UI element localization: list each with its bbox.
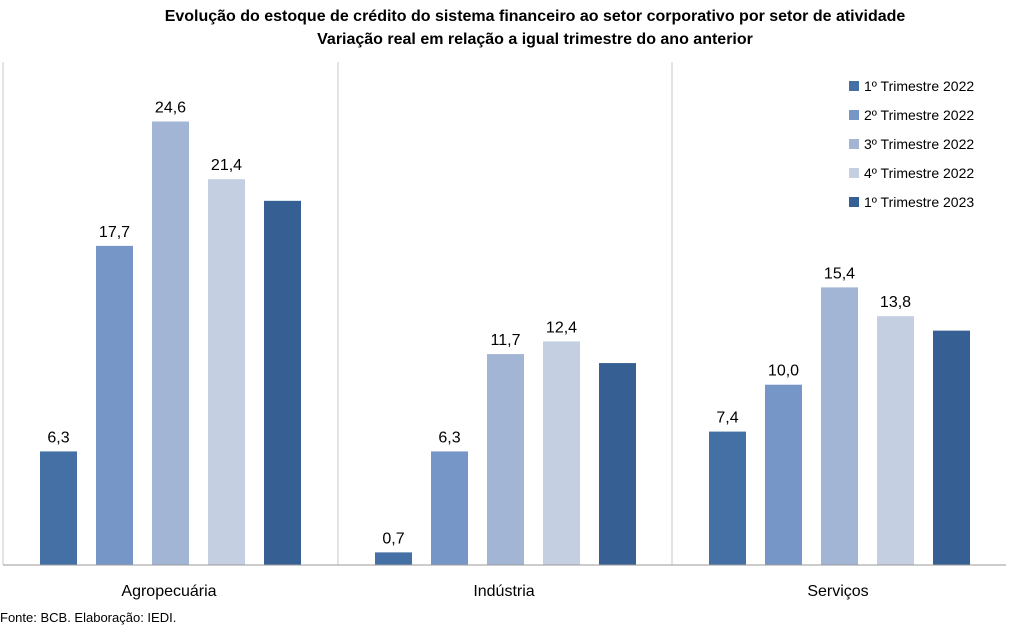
bar bbox=[264, 200, 301, 565]
legend-label: 1º Trimestre 2023 bbox=[864, 194, 974, 210]
data-label: 17,7 bbox=[99, 224, 130, 241]
legend-swatch bbox=[849, 110, 859, 120]
bar bbox=[709, 431, 746, 565]
bar bbox=[152, 121, 189, 565]
category-label: Serviços bbox=[807, 583, 868, 600]
category-separators bbox=[2, 62, 673, 565]
bar bbox=[877, 316, 914, 565]
data-label: 7,4 bbox=[716, 410, 738, 427]
bar bbox=[96, 245, 133, 566]
data-label: 13,8 bbox=[880, 294, 911, 311]
data-label: 10,0 bbox=[768, 363, 799, 380]
legend-label: 1º Trimestre 2022 bbox=[864, 78, 974, 94]
legend-label: 2º Trimestre 2022 bbox=[864, 107, 974, 123]
legend: 1º Trimestre 2022 2º Trimestre 2022 3º Tri… bbox=[849, 78, 974, 210]
chart-subtitle: Variação real em relação a igual trimest… bbox=[317, 31, 753, 48]
bar bbox=[208, 179, 245, 565]
data-label: 12,4 bbox=[546, 319, 577, 336]
legend-label: 4º Trimestre 2022 bbox=[864, 165, 974, 181]
legend-swatch bbox=[849, 197, 859, 207]
bar bbox=[821, 287, 858, 565]
data-label: 6,3 bbox=[438, 429, 460, 446]
bars-group bbox=[40, 121, 970, 566]
chart-title: Evolução do estoque de crédito do sistem… bbox=[164, 8, 906, 25]
source-note: Fonte: BCB. Elaboração: IEDI. bbox=[0, 610, 177, 625]
bar bbox=[543, 341, 580, 565]
data-label: 15,4 bbox=[824, 265, 855, 282]
legend-swatch bbox=[849, 168, 859, 178]
data-label: 24,6 bbox=[155, 99, 186, 116]
data-label: 21,4 bbox=[211, 157, 242, 174]
data-label: 6,3 bbox=[47, 429, 69, 446]
bar bbox=[431, 451, 468, 565]
bar bbox=[375, 552, 412, 565]
legend-swatch bbox=[849, 81, 859, 91]
bar bbox=[599, 363, 636, 565]
category-labels-group: Agropecuária Indústria Serviços bbox=[121, 583, 868, 600]
legend-swatch bbox=[849, 139, 859, 149]
category-label: Agropecuária bbox=[121, 583, 216, 600]
category-label: Indústria bbox=[473, 583, 534, 600]
data-label: 0,7 bbox=[382, 530, 404, 547]
bar bbox=[933, 330, 970, 565]
data-label: 11,7 bbox=[491, 332, 521, 349]
data-labels-group: 6,3 17,7 24,6 21,4 0,7 6,3 11,7 12,4 7,4 10,0 15,4… bbox=[47, 99, 911, 547]
bar bbox=[487, 354, 524, 565]
legend-label: 3º Trimestre 2022 bbox=[864, 136, 974, 152]
bar bbox=[765, 384, 802, 565]
bar bbox=[40, 451, 77, 565]
